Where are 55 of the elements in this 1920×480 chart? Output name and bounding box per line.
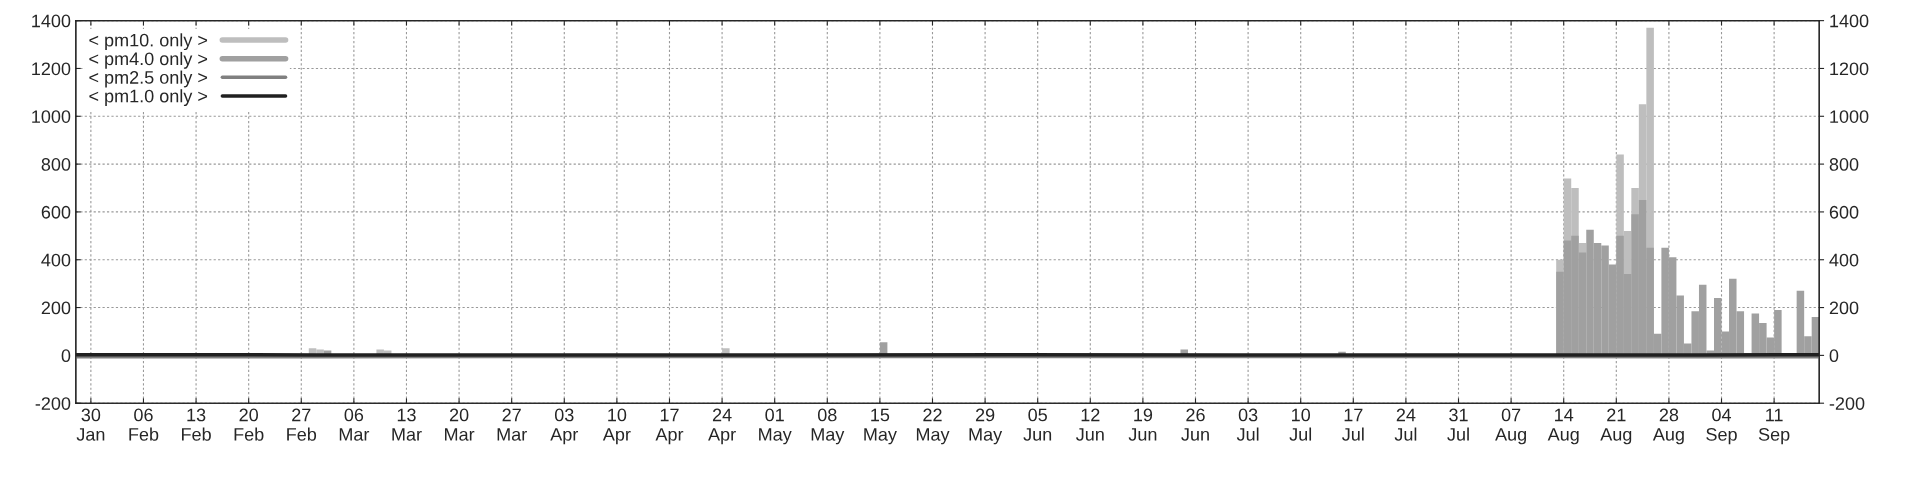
legend-label: < pm10. only > <box>89 33 208 51</box>
x-tick-label: 26 Jun <box>1181 408 1209 441</box>
x-tick-label: 30 Jan <box>76 408 105 441</box>
y-tick-label: 1000 <box>32 110 71 123</box>
y-tick-label: -200 <box>35 397 71 410</box>
x-tick-label: 27 Feb <box>287 408 317 441</box>
x-tick-label: 08 May <box>811 408 845 445</box>
y2-tick-label: 1200 <box>1830 62 1869 76</box>
y-tick-label: 600 <box>41 205 71 219</box>
y2-tick-label: 1400 <box>1830 14 1869 28</box>
x-tick-label: 22 May <box>916 408 950 445</box>
x-tick-label: 17 Jul <box>1342 408 1364 441</box>
x-tick-label: 03 Apr <box>550 408 579 445</box>
x-tick-label: 20 Mar <box>445 408 475 441</box>
x-tick-label: 28 Aug <box>1652 408 1684 445</box>
x-tick-label: 15 May <box>864 408 897 445</box>
x-tick-label: 19 Jun <box>1128 408 1157 441</box>
x-tick-label: 11 Sep <box>1758 408 1790 445</box>
x-tick-label: 01 May <box>759 408 792 445</box>
x-tick-label: 24 Jul <box>1394 408 1417 441</box>
y2-tick-label: 400 <box>1829 253 1859 267</box>
legend-label: < pm1.0 only > <box>89 89 208 107</box>
x-tick-label: 17 Apr <box>655 408 684 445</box>
x-tick-label: 05 Jun <box>1023 408 1052 441</box>
x-tick-label: 24 Apr <box>708 408 736 445</box>
y2-tick-label: 1000 <box>1830 110 1869 123</box>
x-tick-label: 21 Aug <box>1600 408 1632 445</box>
x-tick-label: 06 Mar <box>339 408 370 441</box>
x-tick-label: 06 Feb <box>129 408 159 441</box>
x-tick-label: 10 Jul <box>1289 408 1312 441</box>
x-tick-label: 10 Apr <box>602 408 631 445</box>
x-tick-label: 04 Sep <box>1706 408 1737 445</box>
y-tick-label: 800 <box>41 158 71 171</box>
y2-tick-label: -200 <box>1829 397 1865 410</box>
x-tick-label: 31 Jul <box>1447 408 1469 441</box>
y-tick-label: 200 <box>41 301 71 315</box>
x-tick-label: 13 Feb <box>182 408 211 441</box>
y2-tick-label: 600 <box>1829 205 1859 219</box>
y2-tick-label: 200 <box>1829 301 1859 315</box>
legend-label: < pm2.5 only > <box>89 70 208 88</box>
x-tick-label: 12 Jun <box>1076 408 1104 441</box>
x-tick-label: 27 Mar <box>497 408 527 441</box>
x-tick-label: 07 Aug <box>1495 408 1527 445</box>
y-tick-label: 1400 <box>32 14 71 28</box>
y-tick-label: 1200 <box>32 62 71 76</box>
y-tick-label: 0 <box>61 349 71 363</box>
y2-tick-label: 0 <box>1829 349 1839 363</box>
x-tick-label: 14 Aug <box>1547 408 1579 445</box>
x-tick-label: 03 Jul <box>1236 408 1259 441</box>
x-tick-label: 13 Mar <box>392 408 422 441</box>
x-tick-label: 29 May <box>969 408 1003 445</box>
y2-tick-label: 800 <box>1829 158 1859 171</box>
x-tick-label: 20 Feb <box>234 408 264 441</box>
legend-label: < pm4.0 only > <box>89 51 208 69</box>
y-tick-label: 400 <box>41 253 71 267</box>
